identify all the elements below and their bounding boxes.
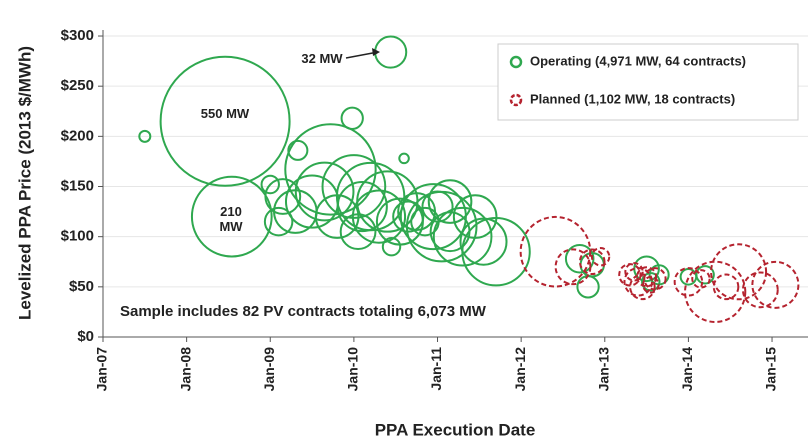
bubble xyxy=(138,129,152,143)
bubble xyxy=(432,206,493,267)
bubble xyxy=(260,174,280,195)
bubble xyxy=(190,175,273,258)
x-tick-label: Jan-08 xyxy=(177,347,193,392)
bubble xyxy=(590,247,611,267)
bubble xyxy=(427,179,473,224)
y-axis-label: Levelized PPA Price (2013 $/MWh) xyxy=(15,46,34,320)
bubble xyxy=(684,260,747,323)
annotation: Sample includes 82 PV contracts totaling… xyxy=(120,303,486,320)
annotation: 32 MW xyxy=(301,51,343,66)
bubble xyxy=(623,267,653,297)
legend-box xyxy=(497,43,799,121)
bubble xyxy=(624,262,644,282)
bubble xyxy=(673,267,704,297)
bubble xyxy=(519,215,592,288)
arrow-head xyxy=(372,48,380,56)
x-tick-label: Jan-14 xyxy=(679,347,695,392)
bubble xyxy=(643,267,667,291)
y-tick-label: $250 xyxy=(61,77,94,94)
bubble xyxy=(641,276,660,294)
bubble xyxy=(741,271,779,309)
bubble xyxy=(710,243,768,301)
legend-label: Operating (4,971 MW, 64 contracts) xyxy=(530,53,746,68)
bubble xyxy=(695,265,715,285)
bubble xyxy=(452,194,498,239)
bubble xyxy=(159,55,291,187)
bubble xyxy=(398,152,410,165)
bubble xyxy=(351,189,407,244)
bubble xyxy=(679,268,698,286)
y-tick-label: $300 xyxy=(61,27,94,44)
x-tick-label: Jan-12 xyxy=(512,347,528,392)
x-tick-label: Jan-10 xyxy=(345,347,361,392)
bubble xyxy=(263,206,294,237)
y-tick-label: $200 xyxy=(61,127,94,144)
x-axis-label: PPA Execution Date xyxy=(375,420,536,439)
legend-marker xyxy=(509,55,523,69)
y-tick-label: $100 xyxy=(61,228,94,245)
y-tick-label: $0 xyxy=(77,328,94,345)
bubble xyxy=(691,269,711,289)
annotation: 550 MW xyxy=(200,106,250,121)
bubble xyxy=(264,178,302,215)
x-tick-label: Jan-09 xyxy=(261,347,277,392)
bubble xyxy=(751,260,800,309)
bubble xyxy=(339,213,377,251)
bubble xyxy=(459,217,508,266)
bubble xyxy=(461,217,531,287)
bubble xyxy=(284,123,377,216)
annotation: 210 MW xyxy=(219,204,243,234)
bubble xyxy=(578,248,606,276)
x-tick-label: Jan-15 xyxy=(763,347,779,392)
x-tick-label: Jan-11 xyxy=(428,347,444,391)
bubble xyxy=(564,243,595,274)
legend-marker xyxy=(509,93,523,107)
bubble xyxy=(554,248,592,286)
legend-label: Planned (1,102 MW, 18 contracts) xyxy=(530,91,735,106)
y-tick-label: $50 xyxy=(69,278,94,295)
bubble xyxy=(294,161,355,222)
x-tick-label: Jan-07 xyxy=(94,347,110,392)
bubble xyxy=(336,180,388,233)
bubble xyxy=(641,272,661,292)
bubble xyxy=(712,273,740,301)
bubble xyxy=(636,266,658,288)
bubble xyxy=(287,139,309,161)
bubble xyxy=(381,237,402,257)
x-tick-label: Jan-13 xyxy=(595,347,611,392)
y-tick-label: $150 xyxy=(61,177,94,194)
